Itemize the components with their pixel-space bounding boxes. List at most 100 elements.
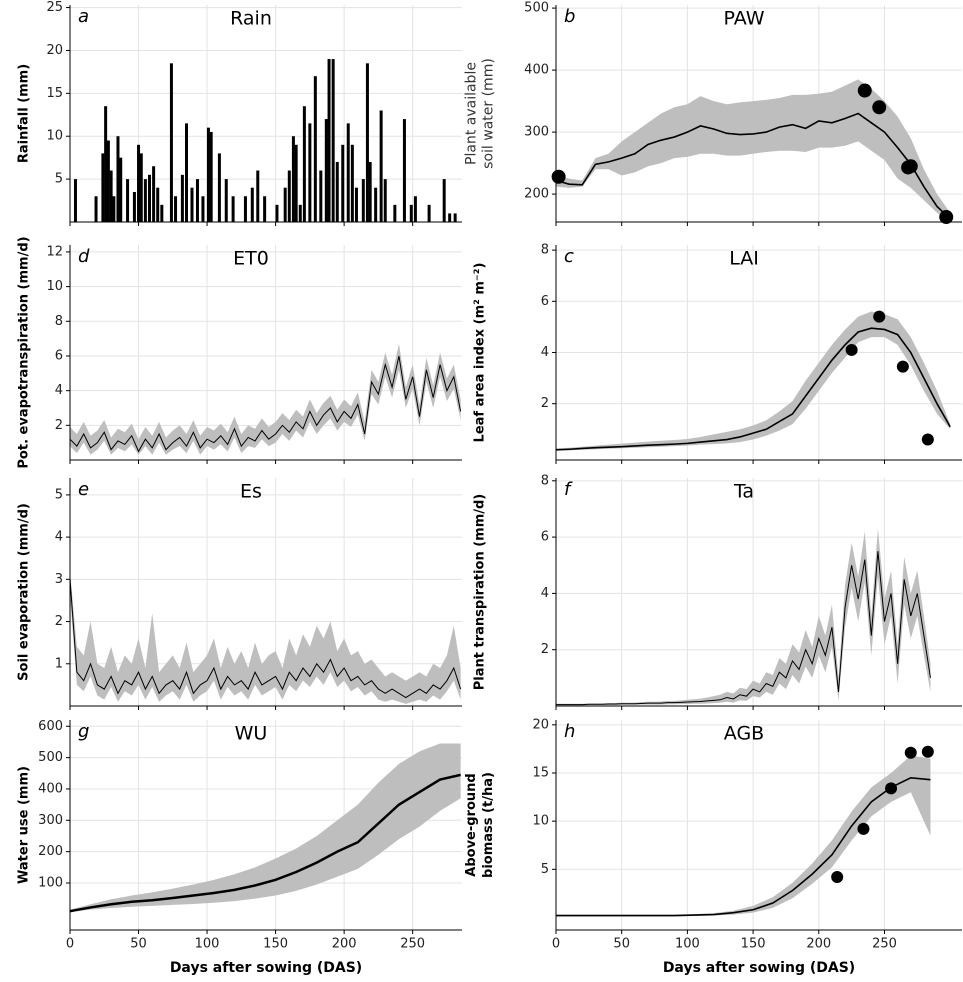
y-tick-label: 10 [46, 129, 63, 144]
panel-label: c [564, 246, 574, 267]
bar [147, 174, 151, 222]
y-tick-label: 4 [55, 383, 63, 398]
bar [250, 187, 254, 222]
bar [331, 59, 335, 223]
bar [73, 179, 77, 222]
y-tick-label: 10 [532, 814, 549, 829]
y-tick-label: 6 [55, 348, 63, 363]
bar [106, 140, 110, 222]
bar [195, 179, 199, 222]
panel: 2 4 6 8 c LAI Leaf area index (m² m⁻²) [473, 243, 962, 464]
y-axis-label: Rainfall (mm) [17, 64, 32, 163]
line [556, 776, 931, 917]
bar [206, 127, 210, 222]
bar [156, 187, 160, 222]
y-tick-label: 2 [55, 418, 63, 433]
bar [354, 187, 358, 222]
y-tick-label: 15 [46, 86, 63, 101]
y-tick-label: 4 [55, 530, 63, 545]
line [556, 551, 931, 706]
bar [427, 204, 431, 222]
panel-title: Rain [230, 8, 272, 30]
bar [409, 204, 413, 222]
panel: 0 50 100 150 200 250 5 10 15 20 h AGB Above-ground bi… [464, 717, 962, 976]
bar [379, 110, 383, 222]
x-tick-label: 250 [872, 937, 897, 952]
x-tick-label: 0 [66, 937, 74, 952]
bar [209, 131, 213, 222]
bar [448, 213, 452, 222]
y-tick-label: 3 [55, 572, 63, 587]
uncertainty-band [556, 755, 931, 917]
y-tick-label: 400 [524, 63, 549, 78]
bar [101, 153, 105, 222]
panel-title: Ta [733, 481, 754, 503]
bar [393, 204, 397, 222]
observation [921, 745, 934, 758]
bar [180, 174, 184, 222]
bar [263, 196, 267, 222]
panel-label: b [564, 6, 575, 27]
bar [327, 59, 331, 223]
y-axis-label: Plant transpiration (mm/d) [473, 494, 488, 691]
bar [185, 123, 189, 222]
bar [291, 136, 295, 222]
x-tick-label: 250 [400, 937, 425, 952]
y-axis-label: biomass (t/ha) [481, 772, 496, 878]
bar [231, 196, 235, 222]
y-tick-label: 500 [38, 750, 63, 765]
bar [112, 196, 116, 222]
bar [137, 144, 141, 222]
x-tick-label: 150 [741, 937, 766, 952]
bar [116, 136, 120, 222]
panel: 2 4 6 8 f Ta Plant transpiration (mm/d) [473, 473, 962, 710]
bar [350, 144, 354, 222]
bar [132, 191, 136, 222]
bar [143, 179, 147, 222]
panel-label: d [78, 246, 90, 267]
observation [921, 433, 934, 446]
y-tick-label: 2 [55, 614, 63, 629]
bar [368, 161, 372, 222]
y-tick-label: 300 [38, 813, 63, 828]
panel-label: f [564, 479, 573, 500]
panel-label: a [78, 6, 89, 27]
y-tick-label: 8 [55, 314, 63, 329]
bar [402, 119, 406, 222]
observation [551, 169, 566, 184]
bar [374, 187, 378, 222]
bar [442, 179, 446, 222]
y-tick-label: 400 [38, 781, 63, 796]
bar [319, 170, 323, 222]
bar [346, 123, 350, 222]
y-tick-label: 100 [38, 875, 63, 890]
bar [298, 204, 302, 222]
y-tick-label: 4 [541, 586, 549, 601]
y-tick-label: 200 [38, 844, 63, 859]
panel-label: h [564, 721, 575, 742]
y-tick-label: 8 [541, 473, 549, 488]
bar [217, 153, 221, 222]
x-tick-label: 100 [675, 937, 700, 952]
bar [256, 170, 260, 222]
bar [169, 63, 173, 222]
x-tick-label: 200 [332, 937, 357, 952]
bar [287, 170, 291, 222]
y-tick-label: 200 [524, 187, 549, 202]
observation [939, 210, 954, 225]
panel: 1 2 3 4 5 e Es Soil evaporation (mm/d) [17, 478, 462, 710]
bar [139, 153, 143, 222]
y-tick-label: 5 [55, 487, 63, 502]
panel-title: LAI [729, 248, 759, 270]
uncertainty-band [70, 743, 461, 912]
bar [313, 76, 317, 222]
y-axis-label: Soil evaporation (mm/d) [17, 503, 32, 681]
panel-label: g [78, 721, 89, 742]
uncertainty-band [70, 343, 461, 455]
y-axis-label: Above-ground [464, 773, 479, 876]
bar [126, 179, 130, 222]
y-tick-label: 4 [541, 345, 549, 360]
y-tick-label: 20 [46, 43, 63, 58]
y-tick-label: 2 [541, 642, 549, 657]
bar [308, 123, 312, 222]
